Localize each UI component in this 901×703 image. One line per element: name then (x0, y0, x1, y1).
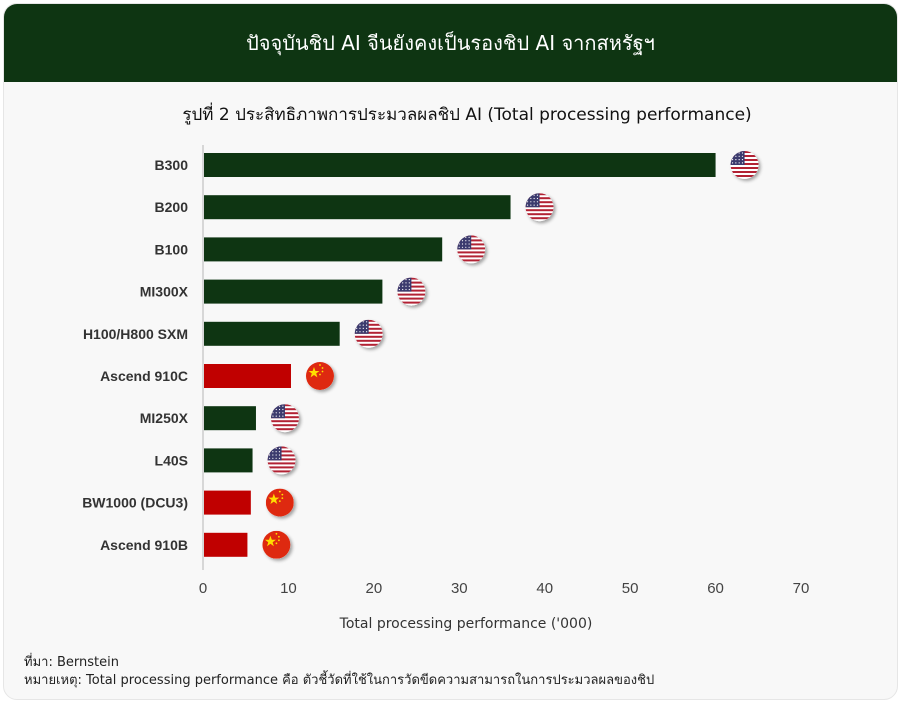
category-label: Ascend 910C (100, 368, 188, 384)
x-tick-label: 30 (451, 580, 468, 597)
category-label: B100 (155, 241, 189, 257)
x-tick-label: 20 (366, 580, 383, 597)
us-flag-icon (267, 446, 296, 475)
category-label: B300 (155, 157, 189, 173)
bar-b100 (204, 237, 443, 262)
x-axis-label: Total processing performance ('000) (339, 616, 593, 632)
bar-b300 (204, 153, 716, 177)
category-label: MI250X (140, 410, 189, 426)
x-tick-label: 10 (280, 580, 297, 597)
us-flag-icon (270, 404, 299, 433)
bar-mi300x (204, 279, 383, 304)
category-label: Ascend 910B (100, 537, 188, 553)
x-tick-label: 40 (536, 580, 553, 597)
china-flag-icon (265, 488, 294, 517)
us-flag-icon (457, 235, 486, 264)
us-flag-icon (730, 151, 759, 179)
china-flag-icon (262, 530, 291, 559)
category-label: MI300X (140, 284, 189, 300)
us-flag-icon (354, 319, 383, 348)
x-tick-label: 0 (199, 580, 207, 597)
us-flag-icon (525, 193, 554, 222)
china-flag-icon (305, 362, 334, 390)
chart-title: รูปที่ 2 ประสิทธิภาพการประมวลผลชิป AI (T… (182, 102, 751, 125)
category-label: H100/H800 SXM (83, 326, 188, 342)
x-tick-label: 60 (707, 580, 724, 597)
category-label: L40S (155, 452, 188, 468)
us-flag-icon (397, 277, 426, 306)
category-label: B200 (155, 199, 189, 215)
x-tick-label: 70 (793, 580, 810, 597)
source-note: ที่มา: Bernstein (24, 655, 119, 670)
bar-ascend-910c (204, 364, 291, 388)
chart-card: ปัจจุบันชิป AI จีนยังคงเป็นรองชิป AI จาก… (3, 3, 898, 700)
category-label: BW1000 (DCU3) (82, 495, 188, 511)
bar-ascend-910b (204, 532, 248, 557)
bar-mi250x (204, 406, 256, 431)
x-tick-label: 50 (622, 580, 639, 597)
bar-l40s (204, 448, 253, 473)
bar-bw1000-dcu3- (204, 490, 251, 515)
page-title: ปัจจุบันชิป AI จีนยังคงเป็นรองชิป AI จาก… (4, 4, 897, 82)
bar-b200 (204, 195, 511, 220)
bar-h100-h800-sxm (204, 321, 340, 346)
footnote: หมายเหตุ: Total processing performance ค… (24, 673, 655, 688)
